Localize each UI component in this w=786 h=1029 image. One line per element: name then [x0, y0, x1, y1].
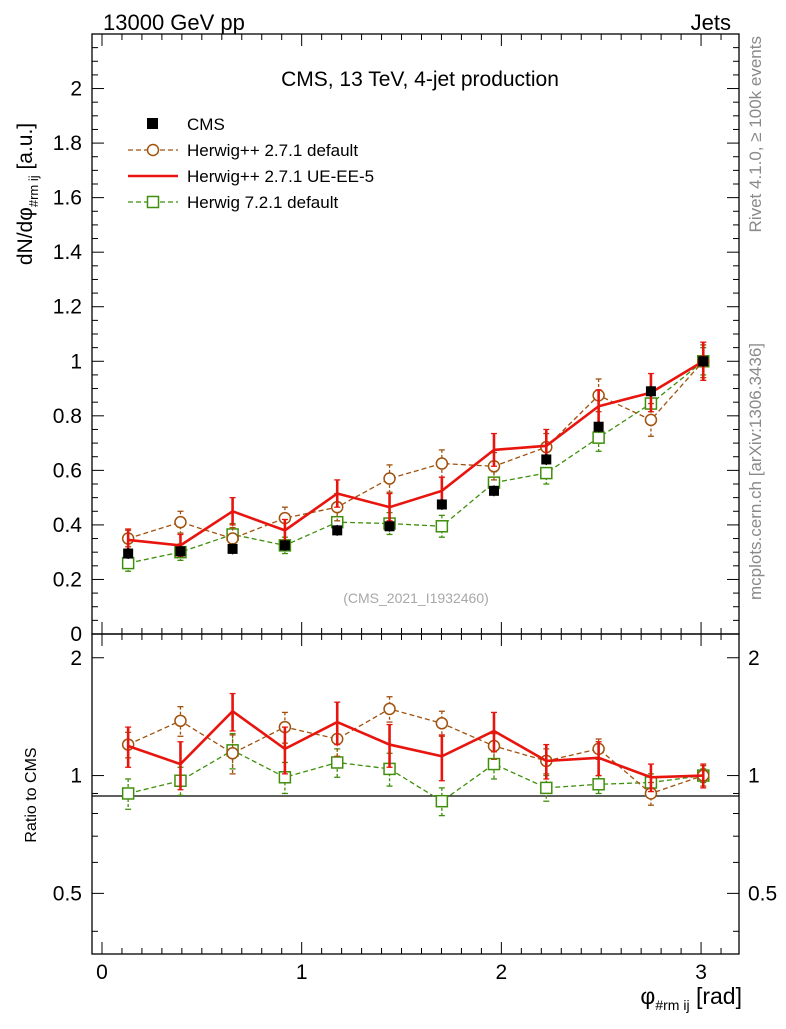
ratio-point-herwigpp-default	[227, 748, 238, 759]
x-tick-label: 3	[695, 961, 707, 984]
main-point-herwig7	[436, 521, 447, 532]
plot-title: CMS, 13 TeV, 4-jet production	[281, 68, 559, 91]
main-point-cms	[332, 525, 342, 535]
main-point-herwigpp-default	[436, 458, 447, 469]
main-point-herwig7	[541, 468, 552, 479]
x-tick-label: 2	[496, 961, 508, 984]
mcplots-label: mcplots.cern.ch [arXiv:1306.3436]	[746, 343, 765, 600]
main-point-herwig7	[593, 432, 604, 443]
y-tick-label: 0.6	[53, 459, 82, 482]
y-tick-label: 0.2	[53, 568, 82, 591]
legend-marker-cms	[147, 118, 158, 129]
analysis-id: (CMS_2021_I1932460)	[343, 590, 489, 606]
y-tick-label: 2	[70, 78, 82, 101]
main-point-cms	[437, 499, 447, 509]
y-tick-label: 1	[70, 350, 82, 373]
ratio-point-herwigpp-default	[436, 718, 447, 729]
ratio-point-herwig7	[332, 757, 343, 768]
y-tick-label: 1.2	[53, 296, 82, 319]
y-tick-label: 0	[70, 623, 82, 646]
ratio-point-herwigpp-default	[175, 715, 186, 726]
x-tick-label: 1	[296, 961, 308, 984]
y-tick-label: 0.4	[53, 514, 83, 537]
ratio-y-tick-label: 2	[70, 647, 82, 670]
ratio-y-tick-label-right: 1	[748, 765, 760, 788]
ratio-point-herwig7	[488, 759, 499, 770]
main-point-herwigpp-default	[175, 517, 186, 528]
main-point-herwig7	[123, 558, 134, 569]
rivet-version-label: Rivet 4.1.0, ≥ 100k events	[746, 36, 765, 232]
main-point-cms	[123, 549, 133, 559]
main-point-cms	[646, 386, 656, 396]
legend-label: Herwig++ 2.7.1 UE-EE-5	[187, 167, 374, 186]
ratio-point-herwig7	[541, 782, 552, 793]
y-tick-label: 1.4	[53, 241, 83, 264]
ratio-point-herwig7	[436, 796, 447, 807]
main-point-cms	[280, 540, 290, 550]
legend-marker-square	[148, 197, 159, 208]
main-point-cms	[385, 521, 395, 531]
main-point-herwigpp-default	[645, 414, 656, 425]
x-tick-label: 0	[96, 961, 108, 984]
legend-marker-circle	[148, 145, 159, 156]
main-point-cms	[228, 544, 238, 554]
main-point-herwigpp-default	[227, 533, 238, 544]
main-point-cms	[489, 486, 499, 496]
ratio-point-herwig7	[593, 779, 604, 790]
main-point-herwigpp-default	[384, 473, 395, 484]
ratio-point-herwigpp-default	[384, 703, 395, 714]
legend-label: Herwig++ 2.7.1 default	[187, 141, 358, 160]
ratio-y-tick-label-right: 2	[748, 647, 760, 670]
ratio-y-tick-label: 1	[70, 765, 82, 788]
legend-label: CMS	[187, 115, 225, 134]
ratio-y-tick-label-right: 0.5	[748, 882, 777, 905]
main-point-cms	[594, 422, 604, 432]
header-beam-label: 13000 GeV pp	[103, 10, 245, 35]
main-point-cms	[175, 546, 185, 556]
y-tick-label: 1.8	[53, 132, 82, 155]
y-tick-label: 1.6	[53, 187, 82, 210]
ratio-y-axis-label: Ratio to CMS	[23, 747, 40, 842]
y-tick-label: 0.8	[53, 405, 82, 428]
ratio-y-tick-label: 0.5	[53, 882, 82, 905]
ratio-point-herwig7	[123, 788, 134, 799]
header-group-label: Jets	[691, 10, 731, 35]
main-point-cms	[698, 356, 708, 366]
main-point-cms	[541, 454, 551, 464]
legend-label: Herwig 7.2.1 default	[187, 193, 338, 212]
